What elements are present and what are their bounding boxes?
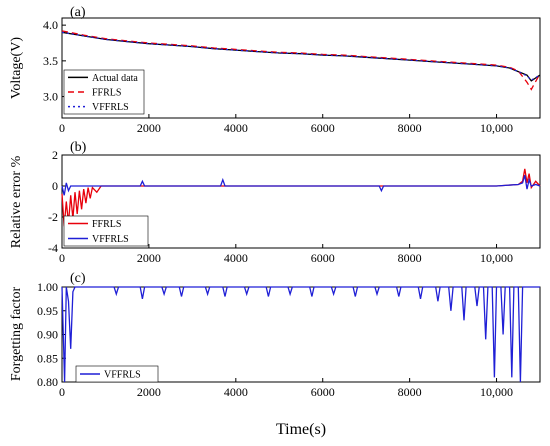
series-group-b bbox=[61, 168, 541, 227]
x-tick-label-a-1: 2000 bbox=[137, 121, 161, 135]
legend-label-a-0: Actual data bbox=[92, 73, 138, 84]
x-tick-label-c-5: 10,000 bbox=[480, 385, 513, 399]
series-group-a bbox=[61, 30, 541, 91]
x-tick-label-c-3: 6000 bbox=[311, 385, 335, 399]
x-tick-label-b-5: 10,000 bbox=[480, 251, 513, 265]
y-tick-label-c-2: 0.90 bbox=[37, 328, 58, 342]
panel-label-a: (a) bbox=[70, 5, 86, 20]
panel-b: (b) Relative error % 0 2000 4000 6000 8000 10… bbox=[9, 140, 541, 265]
series-line-b-ffrls bbox=[61, 168, 541, 227]
y-tick-label-c-3: 0.95 bbox=[37, 304, 58, 318]
legend-label-b-0: FFRLS bbox=[92, 219, 121, 230]
y-axis-label-a: Voltage(V) bbox=[9, 37, 24, 99]
legend-b: FFRLS VFFRLS bbox=[63, 215, 149, 247]
x-tick-label-b-2: 4000 bbox=[224, 251, 248, 265]
y-tick-label-c-0: 0.80 bbox=[37, 375, 58, 389]
legend-box-b bbox=[63, 215, 149, 247]
y-tick-label-b-2: 0 bbox=[52, 179, 58, 193]
x-tick-label-c-0: 0 bbox=[59, 385, 65, 399]
y-tick-label-a-2: 4.0 bbox=[43, 18, 58, 32]
x-ticks-c: 0 2000 4000 6000 8000 10,000 bbox=[59, 378, 513, 399]
y-tick-label-b-3: 2 bbox=[52, 148, 58, 162]
x-tick-label-a-2: 4000 bbox=[224, 121, 248, 135]
legend-label-a-2: VFFRLS bbox=[92, 102, 129, 113]
legend-label-a-1: FFRLS bbox=[92, 88, 121, 99]
y-axis-label-c: Forgetting factor bbox=[9, 287, 24, 382]
y-ticks-a: 3.0 3.5 4.0 bbox=[43, 18, 66, 104]
x-tick-label-b-3: 6000 bbox=[311, 251, 335, 265]
y-tick-label-c-1: 0.85 bbox=[37, 351, 58, 365]
plot-area-a bbox=[61, 17, 541, 119]
legend-box-c bbox=[75, 365, 159, 383]
panel-label-c: (c) bbox=[70, 271, 86, 286]
y-tick-label-a-1: 3.5 bbox=[43, 54, 58, 68]
x-tick-label-a-5: 10,000 bbox=[480, 121, 513, 135]
legend-a: Actual data FFRLS VFFRLS bbox=[63, 69, 145, 115]
panel-a: (a) Voltage(V) 0 2000 4000 6000 8000 10,000 3… bbox=[9, 5, 541, 135]
series-line-c-vffrls bbox=[61, 286, 540, 383]
y-axis-label-b: Relative error % bbox=[9, 155, 24, 248]
x-tick-label-c-4: 8000 bbox=[398, 385, 422, 399]
series-line-b-vffrls bbox=[61, 175, 541, 196]
panel-label-b: (b) bbox=[70, 140, 87, 155]
x-ticks-b: 0 2000 4000 6000 8000 10,000 bbox=[59, 244, 513, 265]
x-tick-label-a-3: 6000 bbox=[311, 121, 335, 135]
y-ticks-b: -4 -2 0 2 bbox=[48, 148, 66, 255]
series-line-a-ffrls bbox=[61, 30, 541, 91]
x-tick-label-b-1: 2000 bbox=[137, 251, 161, 265]
y-tick-label-a-0: 3.0 bbox=[43, 90, 58, 104]
x-axis-label: Time(s) bbox=[276, 421, 326, 438]
x-ticks-a: 0 2000 4000 6000 8000 10,000 bbox=[59, 114, 513, 135]
legend-label-b-1: VFFRLS bbox=[92, 234, 129, 245]
series-line-a-vffrls bbox=[61, 31, 541, 81]
x-tick-label-a-4: 8000 bbox=[398, 121, 422, 135]
x-tick-label-b-4: 8000 bbox=[398, 251, 422, 265]
y-tick-label-b-0: -4 bbox=[48, 241, 58, 255]
legend-c: VFFRLS bbox=[75, 365, 159, 383]
panel-c: (c) Forgetting factor 0 2000 4000 6000 8000 1… bbox=[9, 271, 541, 399]
x-tick-label-a-0: 0 bbox=[59, 121, 65, 135]
legend-label-c-0: VFFRLS bbox=[104, 370, 141, 381]
x-tick-label-c-1: 2000 bbox=[137, 385, 161, 399]
x-tick-label-b-0: 0 bbox=[59, 251, 65, 265]
y-ticks-c: 0.80 0.85 0.90 0.95 1.00 bbox=[37, 280, 66, 389]
series-group-c bbox=[61, 286, 540, 383]
x-tick-label-c-2: 4000 bbox=[224, 385, 248, 399]
y-tick-label-c-4: 1.00 bbox=[37, 280, 58, 294]
y-tick-label-b-1: -2 bbox=[48, 210, 58, 224]
